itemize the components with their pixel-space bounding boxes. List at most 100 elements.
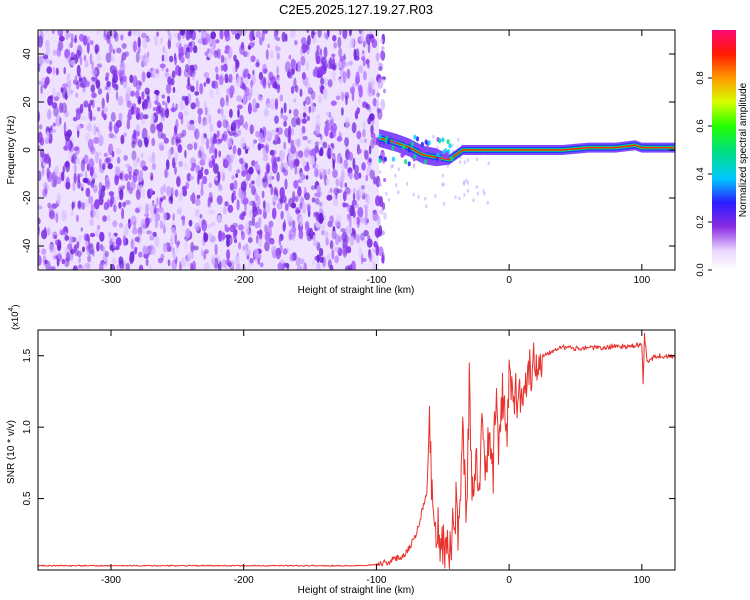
noise-speck [54, 165, 59, 176]
noise-speck [348, 264, 353, 270]
noise-speck [83, 100, 89, 108]
noise-speck [162, 222, 166, 232]
noise-speck [161, 133, 166, 140]
noise-speck [287, 215, 294, 222]
noise-speck [52, 66, 56, 76]
noise-speck [162, 100, 166, 106]
noise-speck [68, 33, 75, 38]
noise-speck [64, 48, 71, 58]
band-blob [441, 137, 445, 143]
noise-speck [112, 220, 118, 228]
noise-speck [89, 232, 96, 238]
noise-speck [295, 256, 301, 267]
snr-y-axis: 0.5 1.0 1.5 [22, 348, 675, 506]
noise-speck [397, 167, 401, 172]
noise-speck [89, 99, 94, 106]
noise-speck [52, 122, 56, 127]
noise-speck [137, 226, 143, 236]
noise-speck [232, 64, 236, 74]
noise-speck [227, 204, 234, 213]
noise-speck [110, 55, 115, 63]
band-blob [404, 139, 408, 145]
noise-speck [318, 139, 324, 145]
noise-speck [76, 241, 80, 249]
x-tick-label: -300 [101, 275, 121, 286]
noise-speck [170, 77, 175, 86]
noise-speck [141, 32, 147, 39]
noise-speck [108, 132, 114, 139]
noise-speck [158, 142, 164, 150]
noise-speck [358, 65, 364, 74]
noise-speck [349, 170, 353, 180]
noise-speck [276, 65, 279, 76]
noise-speck [306, 161, 309, 168]
noise-speck [306, 203, 311, 213]
noise-speck [296, 138, 301, 148]
noise-speck [331, 69, 336, 82]
noise-speck [307, 34, 311, 46]
noise-speck [375, 227, 378, 237]
noise-speck [363, 229, 369, 237]
noise-speck [146, 91, 150, 100]
noise-speck [70, 52, 75, 58]
noise-speck [279, 187, 285, 199]
noise-speck [322, 169, 327, 180]
band-blob [443, 153, 447, 159]
noise-speck [252, 141, 255, 149]
noise-speck [137, 36, 141, 48]
noise-speck [215, 73, 219, 81]
noise-speck [276, 52, 280, 60]
noise-speck [94, 199, 100, 210]
noise-speck [163, 242, 166, 253]
noise-speck [216, 120, 222, 128]
noise-speck [53, 255, 56, 260]
noise-speck [340, 228, 346, 233]
noise-speck [236, 263, 241, 270]
noise-speck [283, 141, 287, 150]
noise-speck [302, 135, 308, 141]
noise-speck [52, 128, 57, 133]
noise-speck [145, 37, 151, 42]
noise-speck [316, 114, 320, 120]
noise-speck [136, 126, 140, 132]
noise-speck [102, 215, 107, 222]
noise-speck [294, 165, 298, 176]
band-blob [420, 141, 424, 147]
noise-speck [256, 195, 261, 207]
noise-speck [367, 85, 373, 97]
noise-speck [365, 103, 371, 110]
noise-speck [228, 47, 233, 58]
noise-speck [150, 172, 154, 181]
noise-speck [197, 38, 204, 44]
noise-speck [330, 100, 337, 106]
noise-speck [203, 251, 207, 260]
noise-speck [158, 122, 164, 132]
band-blob [424, 139, 428, 145]
noise-speck [288, 197, 295, 208]
noise-speck [290, 145, 297, 154]
noise-speck [175, 118, 179, 131]
noise-speck [292, 232, 296, 241]
noise-speck [282, 221, 286, 232]
noise-speck [482, 189, 485, 194]
noise-speck [357, 206, 364, 218]
noise-speck [197, 108, 204, 115]
noise-speck [150, 123, 156, 134]
noise-speck [169, 189, 175, 196]
noise-speck [306, 115, 310, 121]
noise-speck [366, 238, 373, 248]
noise-speck [226, 237, 230, 248]
noise-speck [133, 158, 138, 168]
noise-speck [311, 31, 316, 36]
noise-speck [154, 38, 158, 46]
noise-speck [233, 54, 237, 62]
noise-speck [83, 55, 87, 62]
noise-speck [201, 219, 207, 232]
noise-speck [126, 86, 131, 95]
noise-speck [378, 225, 383, 237]
noise-speck [200, 166, 204, 172]
noise-speck [290, 30, 296, 38]
noise-speck [197, 149, 202, 159]
noise-speck [347, 224, 353, 236]
noise-speck [316, 45, 320, 52]
